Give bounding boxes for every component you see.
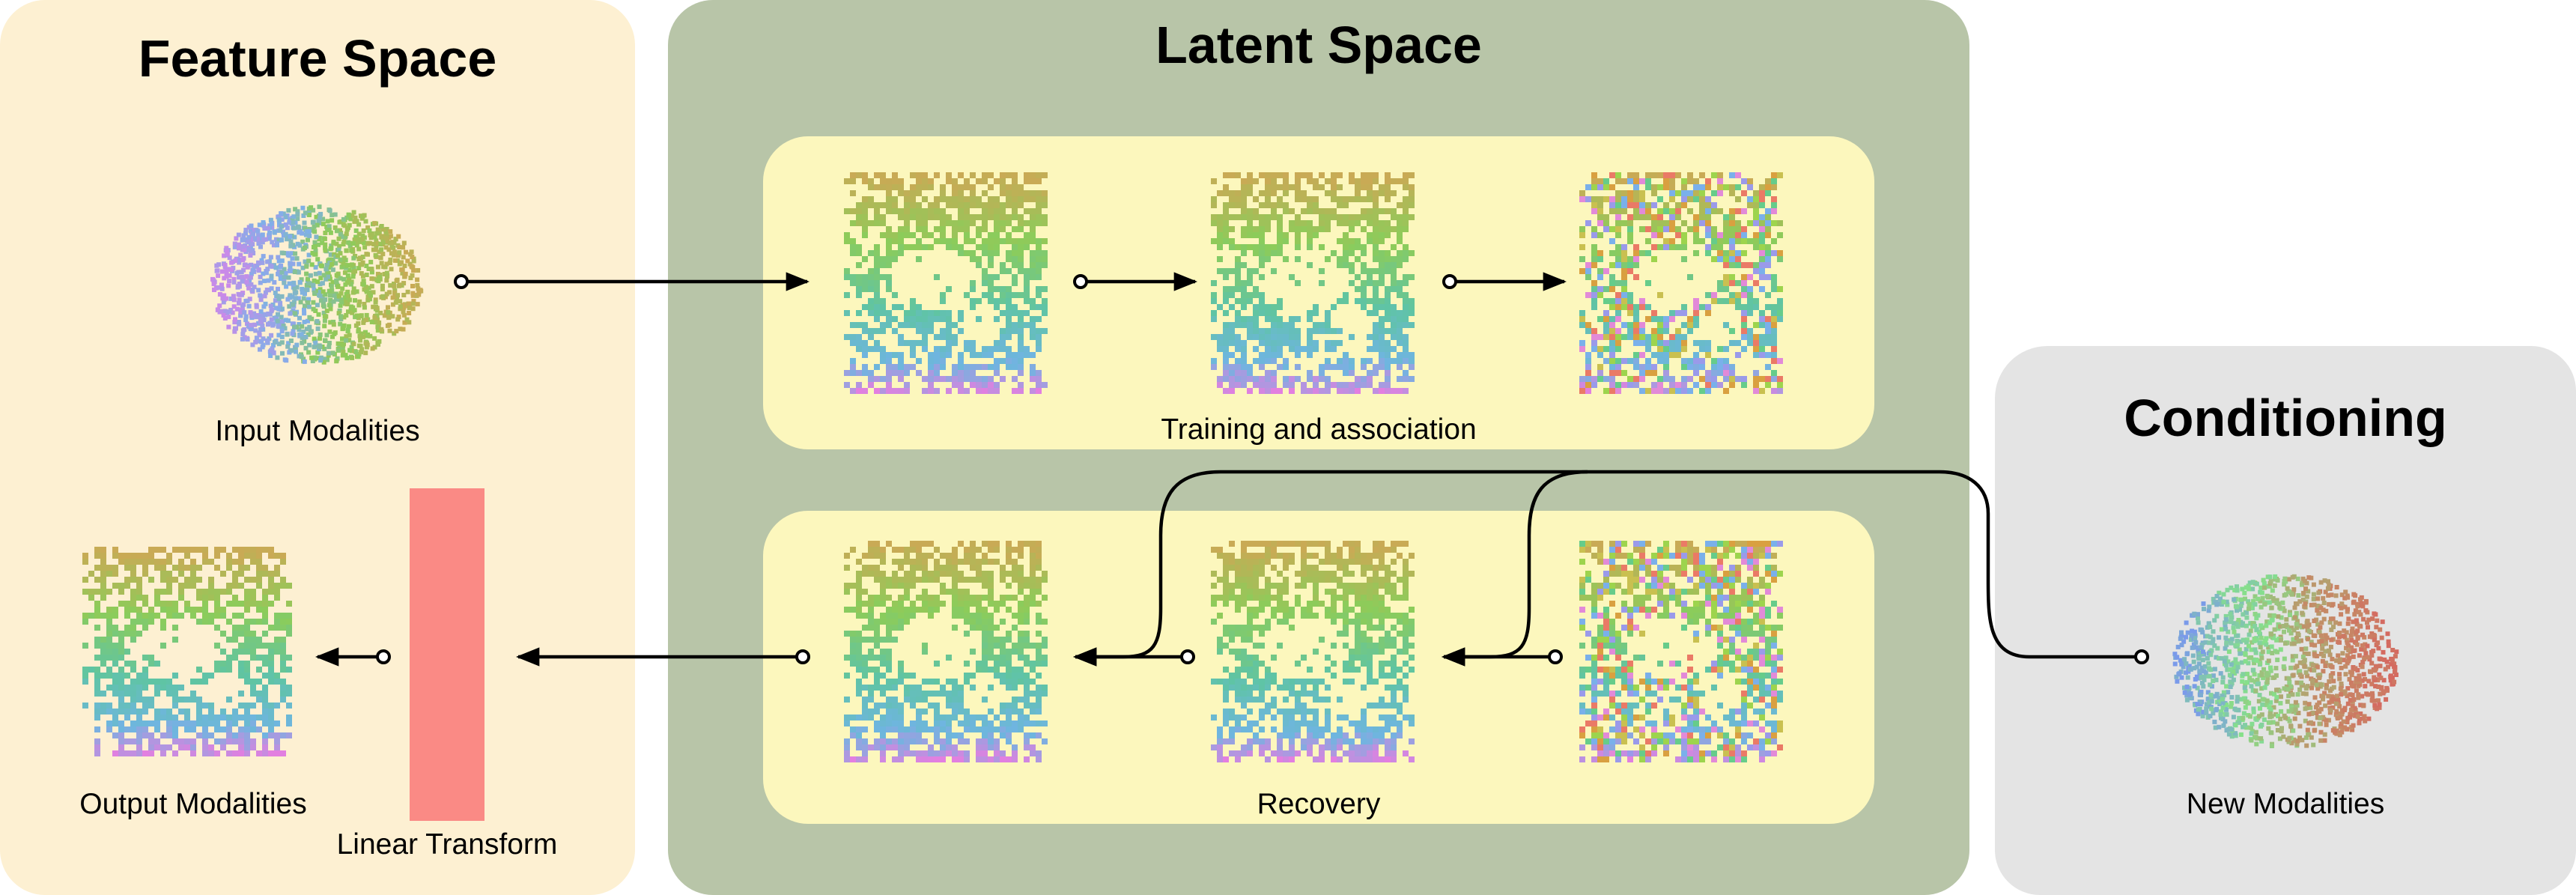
port-recov2	[1180, 649, 1195, 664]
port-latent2	[1442, 274, 1457, 289]
output-modalities-cloud	[82, 547, 292, 756]
output-modalities-label: Output Modalities	[79, 788, 307, 820]
port-recovery	[795, 649, 810, 664]
port-latent1	[1073, 274, 1088, 289]
input-modalities-label: Input Modalities	[215, 415, 420, 447]
new-modalities-label: New Modalities	[2186, 788, 2385, 820]
conditioning-title: Conditioning	[2124, 389, 2447, 447]
port-input	[454, 274, 469, 289]
arrow-conditioning-to-recov2	[1441, 470, 1588, 667]
recovery-label: Recovery	[1257, 788, 1381, 820]
feature-space-title: Feature Space	[138, 29, 497, 88]
latent-map-1	[844, 172, 1048, 394]
input-modalities-cloud	[210, 204, 424, 365]
recovery-map-3	[1579, 541, 1783, 762]
training-association-label: Training and association	[1161, 413, 1477, 446]
port-conditioning	[2134, 649, 2149, 664]
recovery-map-1	[844, 541, 1048, 762]
linear-transform-bar	[410, 488, 484, 821]
new-modalities-cloud	[2172, 574, 2399, 748]
recovery-map-2	[1211, 541, 1415, 762]
latent-space-title: Latent Space	[1155, 16, 1482, 74]
feature-space-panel	[0, 0, 635, 895]
port-transform	[376, 649, 391, 664]
linear-transform-label: Linear Transform	[336, 828, 558, 861]
latent-map-3	[1579, 172, 1783, 394]
port-recov3	[1548, 649, 1563, 664]
latent-map-2	[1211, 172, 1415, 394]
